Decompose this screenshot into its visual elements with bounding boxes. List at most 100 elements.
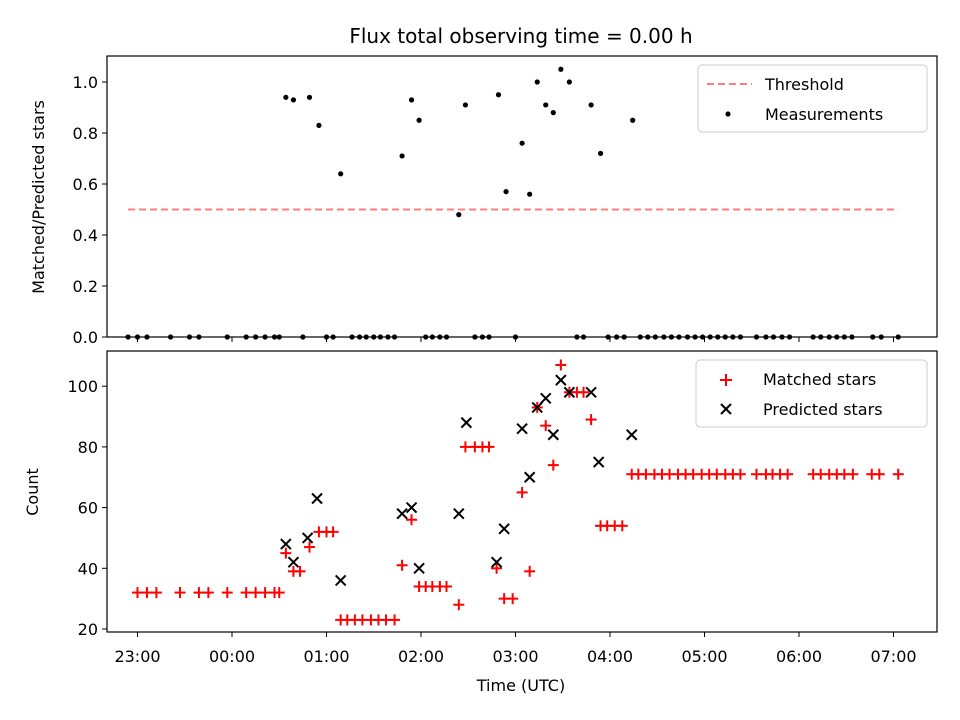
predicted-star-point [592, 456, 605, 468]
measurement-point [676, 334, 682, 340]
measurement-point [534, 79, 540, 85]
legend-matched-swatch [720, 374, 732, 386]
count-x-tick-label: 05:00 [681, 647, 727, 666]
measurement-point [849, 334, 855, 340]
measurement-point [186, 334, 193, 340]
predicted-star-point [413, 562, 425, 575]
measurement-point [870, 334, 876, 340]
predicted-star-point [280, 538, 292, 550]
ratio-panel: 0.0 0.2 0.4 0.6 0.8 1.0 Matched/Predicted sta… [29, 55, 938, 347]
measurement-point [479, 334, 486, 340]
legend-threshold-label: Threshold [764, 75, 844, 94]
matched-star-point [294, 565, 306, 577]
measurement-point [668, 334, 675, 340]
matched-star-point [750, 468, 762, 480]
measurement-point [810, 334, 816, 340]
measurement-point [399, 153, 405, 159]
measurement-point [144, 334, 150, 340]
predicted-star-point [547, 429, 560, 441]
predicted-star-point [585, 386, 597, 398]
measurement-point [770, 334, 777, 340]
matched-star-point [174, 587, 186, 599]
measurement-point [377, 334, 383, 340]
matched-star-point [585, 414, 597, 426]
count-x-tick-label: 04:00 [587, 647, 633, 666]
measurement-point [597, 150, 604, 156]
matched-star-point [141, 587, 153, 599]
measurement-point [737, 334, 744, 340]
measurement-point [290, 97, 297, 103]
measurement-point [472, 334, 478, 340]
predicted-star-point [523, 471, 536, 483]
matched-star-point [847, 468, 859, 480]
measurement-point [243, 334, 249, 340]
x-axis-title: Time (UTC) [476, 676, 565, 695]
measurement-point [834, 334, 840, 340]
measurement-point [722, 334, 728, 340]
predicted-star-point [540, 392, 552, 405]
measurement-point [276, 334, 282, 340]
legend-predicted-label: Predicted stars [763, 400, 883, 419]
measurement-point [253, 334, 259, 340]
measurement-point [637, 334, 643, 340]
measurement-point [730, 334, 736, 340]
measurement-point [527, 191, 533, 197]
count-x-tick-label: 01:00 [303, 647, 349, 666]
count-y-axis-title: Count [23, 468, 42, 516]
matched-star-point [516, 486, 528, 498]
legend-predicted-swatch [720, 403, 732, 415]
measurement-point [371, 334, 377, 340]
predicted-star-point [311, 492, 323, 505]
ratio-y-axis: 0.0 0.2 0.4 0.6 0.8 1.0 [73, 73, 107, 347]
matched-star-point [892, 468, 904, 480]
measurement-point [330, 334, 336, 340]
measurement-point [550, 110, 556, 116]
measurement-point [841, 334, 847, 340]
count-panel: 20 40 60 80 100 23:00 00:00 01:00 02:00 03:00 04:… [23, 350, 938, 695]
predicted-star-point [498, 523, 510, 535]
count-x-tick-label: 07:00 [870, 647, 916, 666]
matched-stars-points [132, 359, 904, 626]
ratio-y-tick-label: 0.4 [73, 226, 98, 245]
measurement-point [574, 334, 580, 340]
matched-star-point [459, 441, 471, 453]
measurement-point [652, 334, 658, 340]
measurement-point [437, 334, 443, 340]
predicted-star-point [516, 422, 528, 435]
matched-star-point [396, 559, 408, 571]
legend-matched-label: Matched stars [763, 370, 876, 389]
measurement-point [512, 334, 519, 340]
measurement-point [566, 79, 572, 85]
measurement-point [385, 334, 391, 340]
predicted-star-point [531, 401, 543, 414]
measurement-point [558, 66, 564, 72]
matched-star-point [273, 587, 285, 599]
ratio-legend: Threshold Measurements [697, 64, 928, 133]
measurement-point [486, 334, 492, 340]
matched-star-point [389, 614, 401, 626]
predicted-star-point [626, 429, 638, 441]
measurement-point [495, 92, 502, 98]
measurement-point [271, 334, 278, 340]
count-x-tick-label: 03:00 [492, 647, 538, 666]
measurement-point [715, 334, 721, 340]
measurement-point [462, 102, 469, 108]
count-x-axis: 23:00 00:00 01:00 02:00 03:00 04:00 05:00 06:00… [114, 632, 917, 666]
predicted-star-point [301, 532, 314, 544]
measurement-point [543, 102, 549, 108]
predicted-star-point [453, 507, 465, 520]
measurement-point [338, 171, 344, 177]
measurement-point [429, 334, 435, 340]
measurement-point [125, 334, 131, 340]
measurement-point [423, 334, 429, 340]
matched-star-point [280, 547, 292, 559]
count-y-tick-label: 100 [67, 377, 98, 396]
count-x-tick-label: 06:00 [776, 647, 822, 666]
matched-star-point [616, 520, 628, 532]
matched-star-point [547, 459, 559, 471]
matched-star-point [441, 581, 453, 593]
measurement-point [684, 334, 691, 340]
measurement-point [134, 334, 141, 340]
measurement-point [895, 334, 901, 340]
